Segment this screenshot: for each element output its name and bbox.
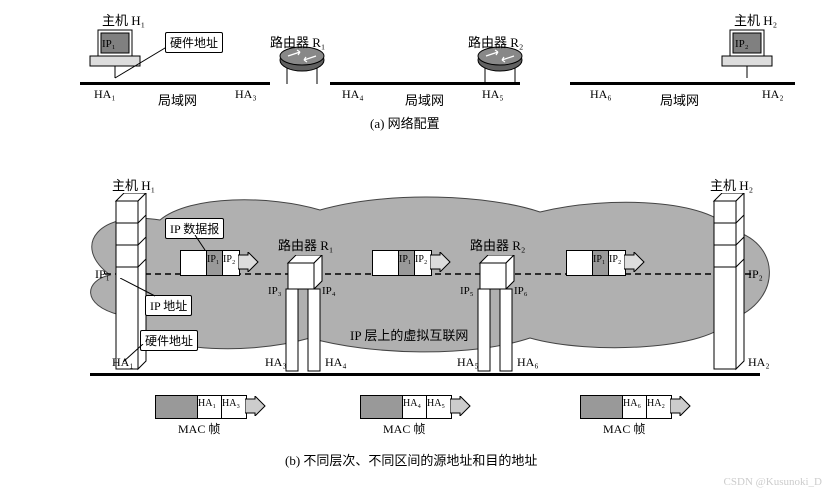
caption-b: (b) 不同层次、不同区间的源地址和目的地址	[285, 450, 537, 469]
lan-bus-1	[80, 82, 270, 85]
label-ha2-b: HA₂	[748, 355, 770, 370]
label-ip5: IP₅	[460, 285, 474, 297]
caption-a: (a) 网络配置	[370, 113, 440, 132]
label-ha5-b: HA₅	[457, 355, 479, 370]
callout-hwaddr-b: 硬件地址	[140, 330, 198, 351]
label-router-r2-b: 路由器 R₂	[470, 235, 525, 254]
label-lan-2: 局域网	[405, 90, 444, 109]
label-host-h2-b: 主机 H₂	[710, 175, 753, 194]
label-router-r1-b: 路由器 R₁	[278, 235, 333, 254]
label-host-h1-b: 主机 H₁	[112, 175, 155, 194]
label-mac-2: MAC 帧	[383, 420, 425, 437]
lan-bus-3	[570, 82, 795, 85]
callout-ip-addr: IP 地址	[145, 295, 192, 316]
label-ha6-b: HA₆	[517, 355, 539, 370]
router1-cube	[280, 255, 330, 375]
label-ip1-b: IP₁	[95, 267, 110, 282]
label-ip3: IP₃	[268, 285, 282, 297]
network-diagram: 主机 H₁ 主机 H₂ IP₁ IP₂ 硬件地址 路由器 R₁ 路由器 R₂ H…	[10, 10, 827, 490]
label-ip4: IP₄	[322, 285, 336, 297]
label-router-r2-top: 路由器 R₂	[468, 32, 523, 51]
label-ha1-top: HA₁	[94, 87, 116, 102]
label-ha4-b: HA₄	[325, 355, 347, 370]
label-ha5-top: HA₅	[482, 87, 504, 102]
label-ha2-top: HA₂	[762, 87, 784, 102]
label-router-r1-top: 路由器 R₁	[270, 32, 325, 51]
label-ip2-top: IP₂	[735, 38, 749, 50]
label-ha6-top: HA₆	[590, 87, 612, 102]
label-mac-3: MAC 帧	[603, 420, 645, 437]
label-lan-3: 局域网	[660, 90, 699, 109]
label-host-h2: 主机 H₂	[734, 10, 777, 29]
label-cloud: IP 层上的虚拟互联网	[350, 325, 468, 344]
label-ha4-top: HA₄	[342, 87, 364, 102]
lan-bus-b3	[510, 373, 760, 376]
label-ha3-b: HA₃	[265, 355, 287, 370]
lan-bus-b1	[90, 373, 310, 376]
lan-bus-2	[330, 82, 520, 85]
label-ip2-b: IP₂	[748, 267, 763, 282]
lan-bus-b2	[310, 373, 510, 376]
label-ha3-top: HA₃	[235, 87, 257, 102]
label-ip6: IP₆	[514, 285, 528, 297]
router2-cube	[472, 255, 522, 375]
label-lan-1: 局域网	[158, 90, 197, 109]
label-ip1-top: IP₁	[102, 38, 116, 50]
watermark: CSDN @Kusunoki_D	[724, 476, 822, 488]
label-mac-1: MAC 帧	[178, 420, 220, 437]
label-host-h1: 主机 H₁	[102, 10, 145, 29]
callout-hwaddr-top: 硬件地址	[165, 32, 223, 53]
